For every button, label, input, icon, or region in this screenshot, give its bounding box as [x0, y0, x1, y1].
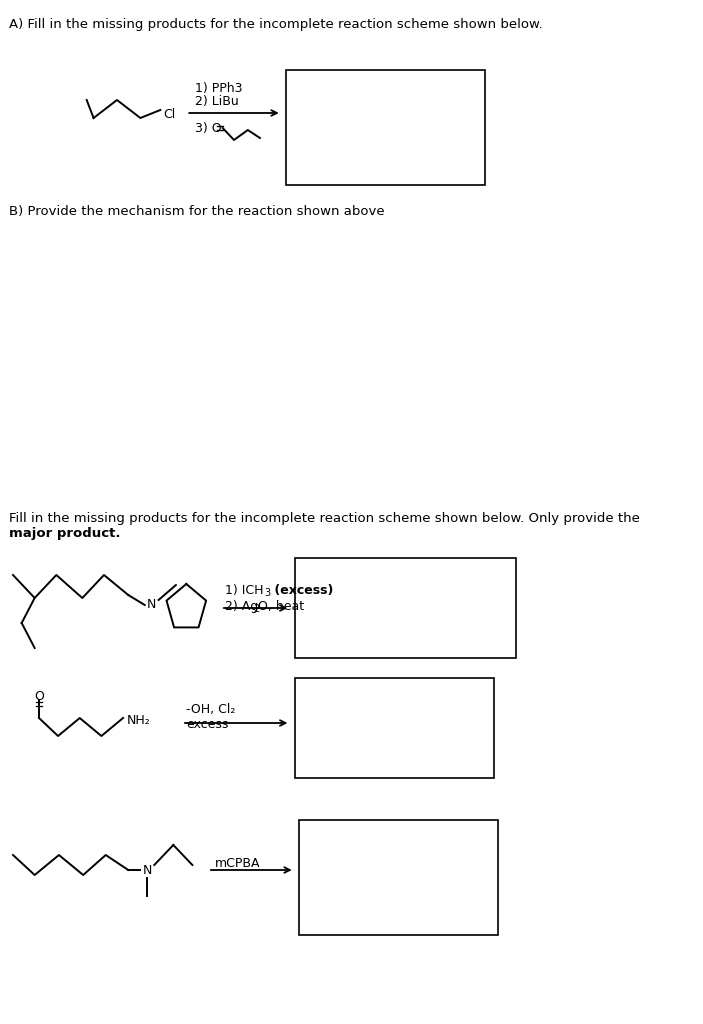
Text: (excess): (excess): [271, 584, 334, 597]
Text: N: N: [147, 598, 156, 611]
Bar: [299, 820, 498, 935]
Text: mCPBA: mCPBA: [215, 857, 260, 870]
Text: 1) ICH: 1) ICH: [225, 584, 264, 597]
Text: 3: 3: [264, 588, 271, 598]
Text: major product.: major product.: [8, 527, 120, 540]
Bar: [286, 70, 485, 185]
Text: O, heat: O, heat: [258, 600, 304, 613]
Text: NH₂: NH₂: [127, 714, 150, 726]
Text: 1) PPh3: 1) PPh3: [195, 82, 243, 95]
Bar: [295, 558, 515, 658]
Text: 2) Ag: 2) Ag: [225, 600, 259, 613]
Text: -OH, Cl₂: -OH, Cl₂: [186, 703, 236, 716]
Text: Fill in the missing products for the incomplete reaction scheme shown below. Onl: Fill in the missing products for the inc…: [8, 512, 640, 525]
Text: N: N: [143, 863, 152, 877]
Bar: [295, 678, 494, 778]
Text: 2: 2: [253, 604, 259, 614]
Text: B) Provide the mechanism for the reaction shown above: B) Provide the mechanism for the reactio…: [8, 205, 385, 218]
Text: 2) LiBu: 2) LiBu: [195, 95, 239, 108]
Text: O: O: [34, 690, 44, 703]
Text: excess: excess: [186, 718, 228, 731]
Text: 3) O: 3) O: [195, 122, 221, 135]
Text: A) Fill in the missing products for the incomplete reaction scheme shown below.: A) Fill in the missing products for the …: [8, 18, 543, 31]
Text: Cl: Cl: [163, 109, 175, 122]
